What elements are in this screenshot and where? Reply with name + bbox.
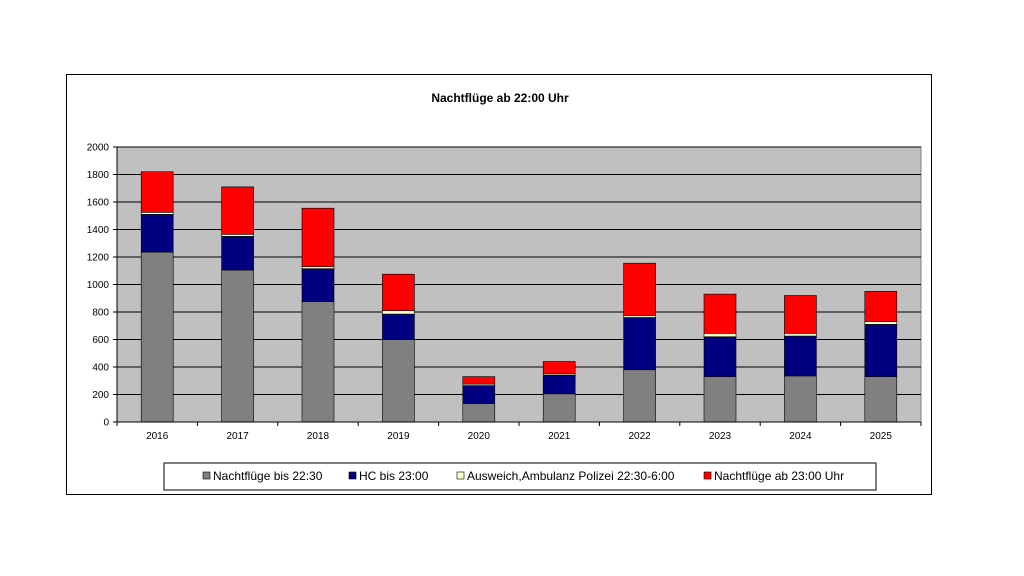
bar-segment-2 <box>542 374 576 395</box>
bar-segment-3 <box>784 333 817 337</box>
x-tick-label: 2020 <box>468 431 491 442</box>
bar-segment-2 <box>623 317 656 371</box>
bar-segment-4 <box>382 273 415 311</box>
legend-swatch <box>202 471 211 480</box>
legend-swatch <box>703 471 712 480</box>
bar-segment-2 <box>221 236 254 271</box>
bar-segment-1 <box>301 301 335 423</box>
chart-title: Nachtflüge ab 22:00 Uhr <box>431 91 569 105</box>
bar-segment-1 <box>784 375 817 423</box>
x-tick-label: 2024 <box>789 431 812 442</box>
bar-segment-4 <box>703 293 737 334</box>
x-tick-label: 2022 <box>628 431 651 442</box>
y-tick-label: 2000 <box>87 143 110 154</box>
y-tick-label: 600 <box>92 335 109 346</box>
y-tick-label: 200 <box>92 390 109 401</box>
x-tick-label: 2018 <box>307 431 330 442</box>
legend-label: Nachtflüge ab 23:00 Uhr <box>714 469 844 483</box>
chart-frame: Nachtflüge ab 22:00 Uhr 0 200 400 600 800 100… <box>66 74 932 495</box>
legend-label: Ausweich,Ambulanz Polizei 22:30-6:00 <box>467 469 675 483</box>
chart-svg: Nachtflüge ab 22:00 Uhr 0 200 400 600 800 100… <box>87 91 922 491</box>
y-tick-label: 1000 <box>87 280 110 291</box>
x-tick-label: 2016 <box>146 431 169 442</box>
bar-segment-3 <box>864 321 898 325</box>
bar-segment-2 <box>703 336 737 377</box>
bar-segment-2 <box>784 335 817 377</box>
bar-segment-4 <box>864 291 898 322</box>
bar-segment-4 <box>301 207 335 267</box>
bar-segment-2 <box>301 268 335 302</box>
legend-swatch <box>348 471 357 480</box>
bar-segment-4 <box>784 295 817 334</box>
bar-segment-3 <box>382 310 415 315</box>
bar-segment-2 <box>382 313 415 340</box>
bar-segment-4 <box>623 262 656 316</box>
y-tick-label: 0 <box>103 418 109 429</box>
x-tick-label: 2017 <box>226 431 249 442</box>
x-tick-label: 2021 <box>548 431 571 442</box>
y-tick-label: 800 <box>92 308 109 319</box>
bar-segment-1 <box>542 393 576 423</box>
bars <box>140 171 898 423</box>
bar-segment-1 <box>864 376 898 423</box>
bar-segment-3 <box>703 333 737 338</box>
bar-segment-3 <box>623 315 656 318</box>
bar-segment-1 <box>221 269 254 423</box>
axes: 0 200 400 600 800 1000 1200 1400 1600 1800 2000 201… <box>87 143 922 442</box>
bar-segment-4 <box>221 186 254 235</box>
bar-segment-4 <box>462 376 496 385</box>
x-tick-label: 2023 <box>709 431 732 442</box>
legend-box <box>163 462 877 491</box>
bar-segment-2 <box>462 385 496 404</box>
legend-swatch <box>456 471 465 480</box>
bar-segment-1 <box>703 376 737 423</box>
legend-label: Nachtflüge bis 22:30 <box>213 469 323 483</box>
y-tick-label: 1600 <box>87 198 110 209</box>
legend-label: HC bis 23:00 <box>359 469 429 483</box>
bar-segment-1 <box>462 403 496 423</box>
bar-segment-1 <box>382 339 415 423</box>
x-tick-label: 2019 <box>387 431 410 442</box>
bar-segment-4 <box>140 171 174 213</box>
bar-segment-3 <box>221 234 254 237</box>
legend: Nachtflüge bis 22:30 HC bis 23:00 Ausweich… <box>163 462 877 491</box>
bar-segment-1 <box>140 251 174 423</box>
bar-segment-3 <box>140 212 174 215</box>
y-tick-label: 1400 <box>87 225 110 236</box>
y-tick-label: 1800 <box>87 170 110 181</box>
bar-segment-2 <box>140 214 174 253</box>
y-tick-label: 400 <box>92 363 109 374</box>
y-tick-label: 1200 <box>87 253 110 264</box>
bar-segment-2 <box>864 324 898 377</box>
bar-segment-4 <box>542 361 576 375</box>
bar-segment-1 <box>623 369 656 423</box>
bar-segment-3 <box>301 266 335 269</box>
x-tick-label: 2025 <box>870 431 893 442</box>
